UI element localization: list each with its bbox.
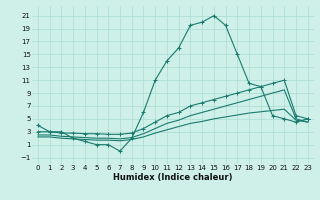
X-axis label: Humidex (Indice chaleur): Humidex (Indice chaleur) [113,173,233,182]
